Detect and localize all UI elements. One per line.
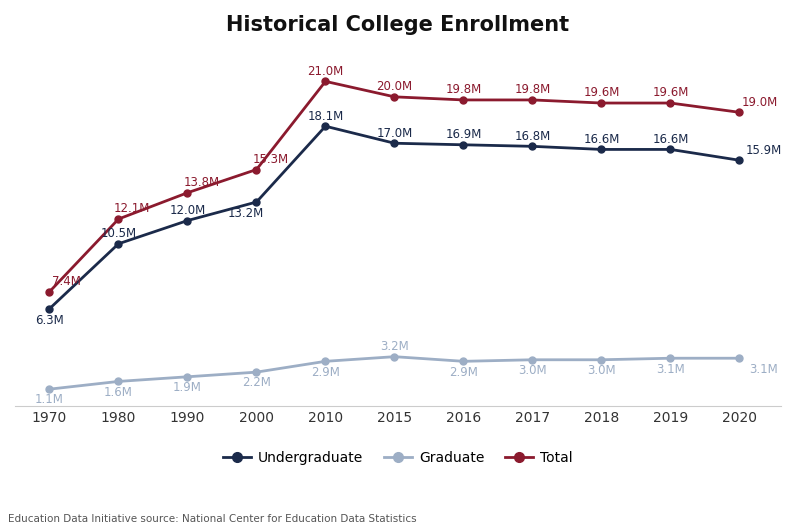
Text: 15.3M: 15.3M — [252, 153, 288, 166]
Text: 19.0M: 19.0M — [742, 96, 778, 109]
Text: 3.1M: 3.1M — [750, 363, 778, 376]
Text: 18.1M: 18.1M — [307, 110, 344, 123]
Text: 3.1M: 3.1M — [656, 363, 685, 376]
Text: 12.1M: 12.1M — [114, 202, 150, 216]
Text: 13.8M: 13.8M — [183, 176, 219, 189]
Text: 16.6M: 16.6M — [652, 133, 689, 146]
Text: 16.8M: 16.8M — [514, 130, 550, 143]
Text: 19.8M: 19.8M — [514, 83, 550, 96]
Text: 2.9M: 2.9M — [311, 366, 340, 378]
Text: 3.0M: 3.0M — [587, 364, 616, 377]
Legend: Undergraduate, Graduate, Total: Undergraduate, Graduate, Total — [218, 445, 578, 471]
Text: 19.6M: 19.6M — [652, 86, 689, 100]
Text: 10.5M: 10.5M — [101, 227, 137, 240]
Text: 19.8M: 19.8M — [446, 83, 482, 96]
Text: 2.2M: 2.2M — [242, 376, 271, 389]
Text: 20.0M: 20.0M — [377, 80, 413, 93]
Text: 3.2M: 3.2M — [380, 340, 409, 353]
Text: 16.9M: 16.9M — [446, 128, 482, 141]
Text: 17.0M: 17.0M — [376, 126, 413, 140]
Text: 3.0M: 3.0M — [518, 364, 546, 377]
Text: 12.0M: 12.0M — [170, 204, 206, 217]
Text: 16.6M: 16.6M — [583, 133, 620, 146]
Text: 1.1M: 1.1M — [35, 394, 64, 406]
Text: 19.6M: 19.6M — [583, 86, 620, 100]
Text: 15.9M: 15.9M — [746, 144, 782, 157]
Title: Historical College Enrollment: Historical College Enrollment — [226, 15, 570, 35]
Text: 7.4M: 7.4M — [52, 275, 81, 288]
Text: 1.6M: 1.6M — [104, 386, 133, 399]
Text: 13.2M: 13.2M — [228, 207, 264, 220]
Text: 2.9M: 2.9M — [449, 366, 478, 378]
Text: 6.3M: 6.3M — [35, 314, 64, 327]
Text: 1.9M: 1.9M — [173, 381, 202, 394]
Text: 21.0M: 21.0M — [307, 65, 344, 78]
Text: Education Data Initiative source: National Center for Education Data Statistics: Education Data Initiative source: Nation… — [8, 514, 417, 524]
